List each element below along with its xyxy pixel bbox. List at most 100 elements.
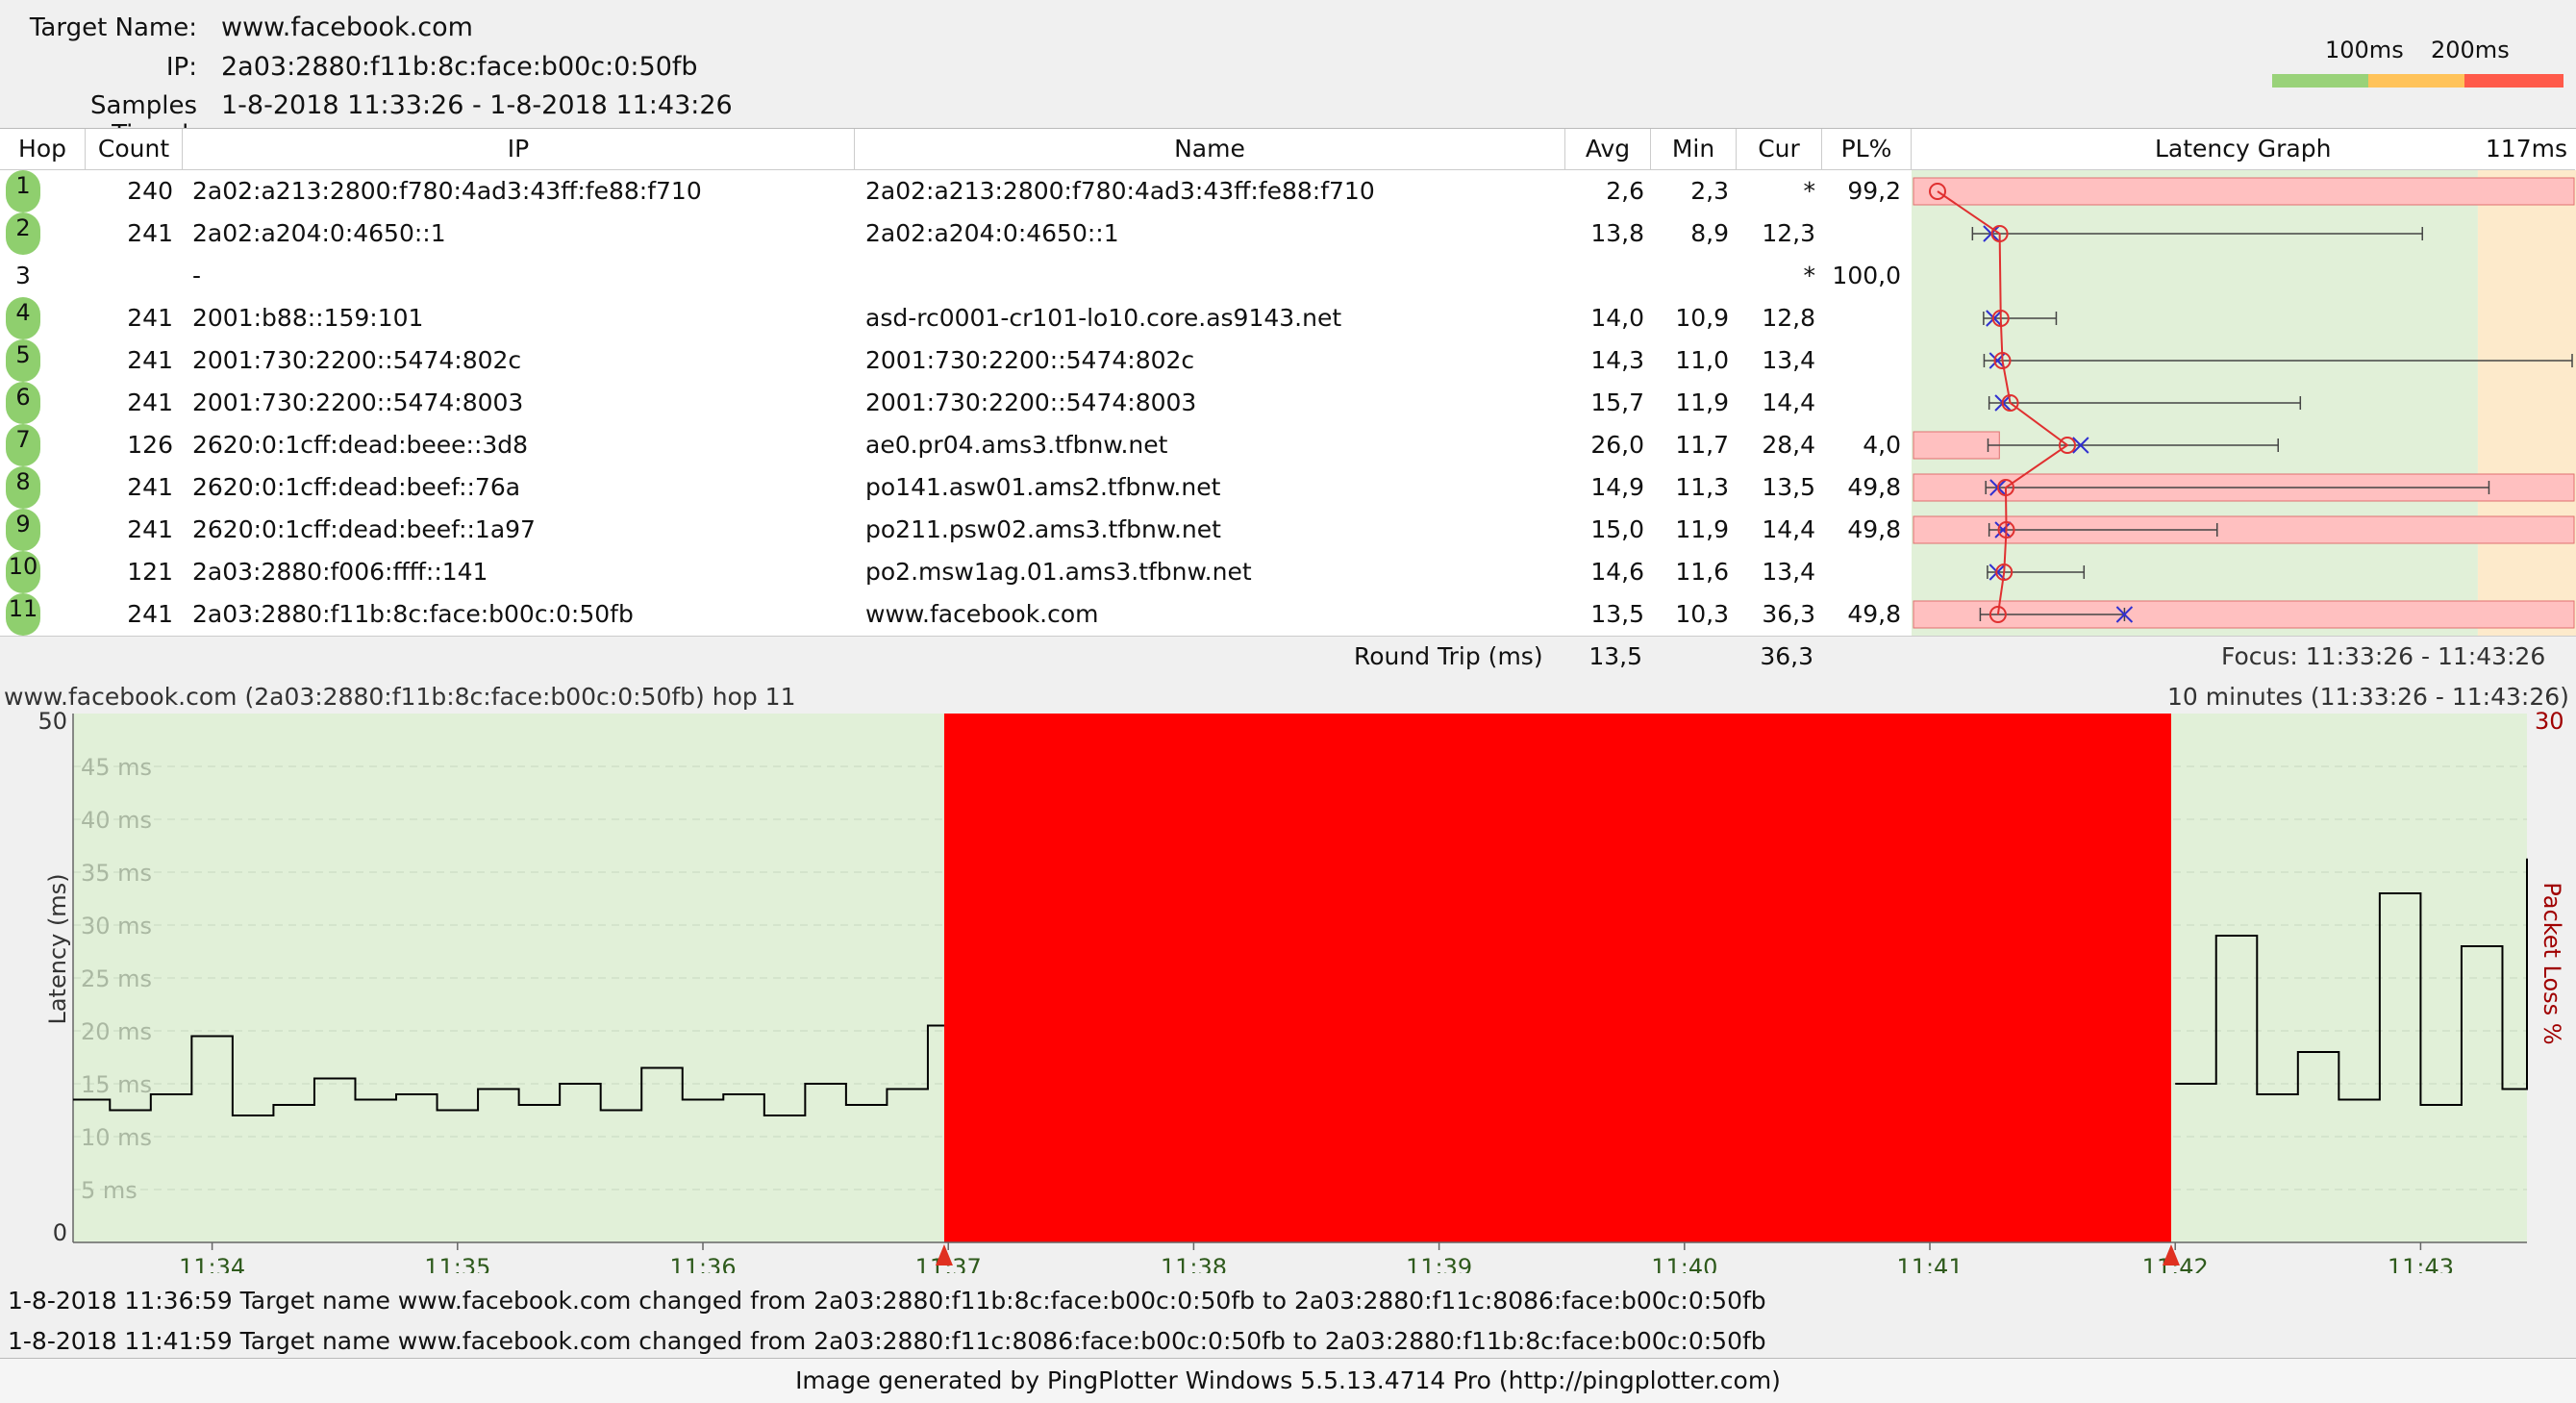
trace-table: Hop Count IP Name Avg Min Cur PL% Latenc… — [0, 128, 2576, 637]
cell-hop: 10 — [6, 551, 40, 593]
cell-name: po211.psw02.ams3.tfbnw.net — [865, 515, 1221, 543]
hop-row[interactable]: 7 126 2620:0:1cff:dead:beee::3d8 ae0.pr04.a… — [0, 424, 1913, 466]
current-marker — [1988, 564, 2007, 581]
zone-mid — [2477, 170, 2576, 637]
cell-name: 2001:730:2200::5474:8003 — [865, 388, 1197, 416]
cell-name: 2a02:a204:0:4650::1 — [865, 219, 1119, 247]
latency-trace-before — [73, 1024, 944, 1116]
hop-row[interactable]: 1 240 2a02:a213:2800:f780:4ad3:43ff:fe88:f… — [0, 170, 1913, 213]
cell-cur: 13,4 — [1762, 558, 1815, 586]
cell-pl — [1824, 382, 1901, 424]
cell-avg: 14,0 — [1590, 304, 1644, 332]
avg-marker — [1990, 225, 2009, 242]
cell-pl — [1824, 297, 1901, 339]
timeline-range[interactable]: 10 minutes (11:33:26 - 11:43:26) — [2167, 683, 2569, 711]
focus-range[interactable]: Focus: 11:33:26 - 11:43:26 — [2221, 642, 2546, 670]
footer-credit: Image generated by PingPlotter Windows 5… — [0, 1358, 2576, 1403]
time-label: 11:43 — [2388, 1254, 2454, 1273]
round-trip-label: Round Trip (ms) — [1354, 642, 1543, 670]
col-pl[interactable]: PL% — [1822, 129, 1912, 170]
cell-min: 11,9 — [1675, 388, 1729, 416]
time-label: 11:39 — [1406, 1254, 1472, 1273]
cell-hop: 8 — [6, 466, 40, 509]
avg-marker — [2001, 394, 2019, 412]
cell-cur: 14,4 — [1762, 515, 1815, 543]
latency-graph[interactable] — [1912, 170, 2576, 637]
cell-min: 10,3 — [1675, 600, 1729, 628]
legend-mid-bar — [2368, 74, 2464, 88]
hop-row[interactable]: 6 241 2001:730:2200::5474:8003 2001:730:220… — [0, 382, 1913, 424]
hop-row[interactable]: 8 241 2620:0:1cff:dead:beef::76a po141.asw0… — [0, 466, 1913, 509]
cell-ip: 2a03:2880:f006:ffff::141 — [192, 558, 488, 586]
current-marker — [1994, 521, 2012, 539]
cell-pl — [1824, 551, 1901, 593]
cell-hop: 4 — [6, 297, 40, 339]
cell-pl — [1824, 339, 1901, 382]
avg-marker — [1929, 183, 1946, 200]
col-min[interactable]: Min — [1651, 129, 1737, 170]
col-count[interactable]: Count — [86, 129, 183, 170]
col-hop[interactable]: Hop — [0, 129, 86, 170]
legend-200ms: 200ms — [2431, 37, 2510, 63]
cell-pl: 4,0 — [1863, 431, 1901, 459]
grid-label: 30 ms — [81, 913, 152, 940]
cell-hop: 3 — [15, 262, 31, 289]
cell-hop: 2 — [6, 213, 40, 255]
col-cur[interactable]: Cur — [1737, 129, 1822, 170]
hop-row[interactable]: 9 241 2620:0:1cff:dead:beef::1a97 po211.psw… — [0, 509, 1913, 551]
hop-row[interactable]: 2 241 2a02:a204:0:4650::1 2a02:a204:0:4650:… — [0, 213, 1913, 255]
event-entry: 1-8-2018 11:41:59 Target name www.facebo… — [8, 1327, 1766, 1355]
cell-cur: 12,3 — [1762, 219, 1815, 247]
timeline-title: www.facebook.com (2a03:2880:f11b:8c:face… — [4, 683, 796, 711]
cell-avg: 15,7 — [1590, 388, 1644, 416]
cell-cur: 12,8 — [1762, 304, 1815, 332]
cell-name: po2.msw1ag.01.ams3.tfbnw.net — [865, 558, 1252, 586]
round-trip-avg: 13,5 — [1588, 642, 1642, 670]
cell-ip: 2620:0:1cff:dead:beee::3d8 — [192, 431, 529, 459]
y-max-label: 50 — [38, 708, 67, 735]
col-name[interactable]: Name — [855, 129, 1565, 170]
cell-name: po141.asw01.ams2.tfbnw.net — [865, 473, 1221, 501]
grid-label: 20 ms — [81, 1018, 152, 1045]
cell-avg: 15,0 — [1590, 515, 1644, 543]
cell-pl: 49,8 — [1847, 515, 1901, 543]
loss-max-label: 30 — [2535, 708, 2564, 735]
cell-min: 11,7 — [1675, 431, 1729, 459]
cell-count: 241 — [127, 473, 173, 501]
cell-pl: 100,0 — [1832, 262, 1901, 289]
event-marker — [2162, 1244, 2180, 1265]
cell-avg: 26,0 — [1590, 431, 1644, 459]
hop-row[interactable]: 4 241 2001:b88::159:101 asd-rc0001-cr101-lo… — [0, 297, 1913, 339]
cell-ip: 2001:730:2200::5474:8003 — [192, 388, 524, 416]
cell-name: 2001:730:2200::5474:802c — [865, 346, 1195, 374]
col-ip[interactable]: IP — [183, 129, 855, 170]
hop-row[interactable]: 11 241 2a03:2880:f11b:8c:face:b00c:0:50fb w… — [0, 593, 1913, 636]
packet-loss-region — [943, 714, 2171, 1242]
legend-100ms: 100ms — [2325, 37, 2404, 63]
cell-avg: 2,6 — [1606, 177, 1644, 205]
cell-count: 241 — [127, 515, 173, 543]
cell-name: www.facebook.com — [865, 600, 1099, 628]
cell-hop: 5 — [6, 339, 40, 382]
col-latency-graph[interactable]: Latency Graph 117ms — [1912, 129, 2575, 170]
hop-row[interactable]: 3 - * 100,0 — [0, 255, 1913, 297]
cell-avg: 14,3 — [1590, 346, 1644, 374]
time-label: 11:36 — [669, 1254, 736, 1273]
grid-label: 35 ms — [81, 860, 152, 887]
timeline-chart[interactable]: 5 ms 10 ms 15 ms 20 ms 25 ms 30 ms 35 ms 40 ms 4… — [0, 706, 2576, 1273]
hop-row[interactable]: 5 241 2001:730:2200::5474:802c 2001:730:220… — [0, 339, 1913, 382]
y-axis-title: Latency (ms) — [44, 873, 71, 1024]
cell-pl: 49,8 — [1847, 473, 1901, 501]
target-name-value[interactable]: www.facebook.com — [221, 13, 473, 42]
avg-marker — [1996, 479, 2014, 496]
y-min-label: 0 — [53, 1219, 67, 1246]
cell-ip: 2a02:a204:0:4650::1 — [192, 219, 446, 247]
hop-row[interactable]: 10 121 2a03:2880:f006:ffff::141 po2.msw1ag.… — [0, 551, 1913, 593]
cell-avg — [1567, 255, 1644, 297]
cell-avg: 14,6 — [1590, 558, 1644, 586]
time-label: 11:34 — [179, 1254, 245, 1273]
cell-hop: 9 — [6, 509, 40, 551]
cell-min: 11,3 — [1675, 473, 1729, 501]
cell-hop: 1 — [6, 170, 40, 213]
col-avg[interactable]: Avg — [1565, 129, 1651, 170]
